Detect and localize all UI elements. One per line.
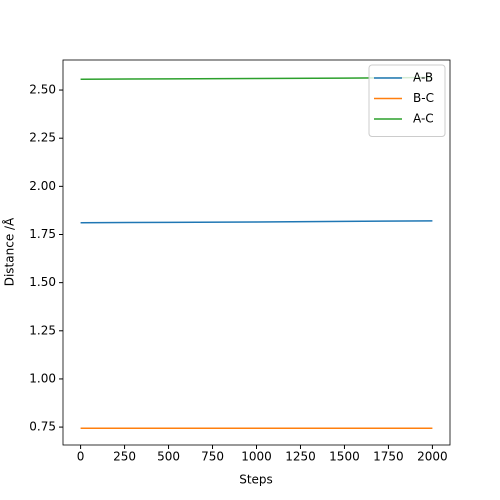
x-tick-label: 250 bbox=[113, 450, 136, 464]
legend-label: A-C bbox=[413, 112, 434, 126]
x-tick-label: 0 bbox=[77, 450, 85, 464]
x-tick-label: 1000 bbox=[241, 450, 272, 464]
y-tick-label: 1.75 bbox=[29, 227, 56, 241]
x-axis-label: Steps bbox=[239, 473, 273, 487]
y-axis-label: Distance /Å bbox=[2, 217, 17, 286]
legend-label: A-B bbox=[413, 71, 433, 85]
x-tick-label: 1250 bbox=[285, 450, 316, 464]
legend-label: B-C bbox=[413, 91, 434, 105]
y-tick-label: 1.50 bbox=[29, 275, 56, 289]
x-tick-label: 750 bbox=[201, 450, 224, 464]
x-tick-label: 1500 bbox=[329, 450, 360, 464]
x-tick-label: 1750 bbox=[373, 450, 404, 464]
y-tick-label: 2.50 bbox=[29, 83, 56, 97]
y-tick-label: 2.25 bbox=[29, 131, 56, 145]
y-tick-label: 1.25 bbox=[29, 323, 56, 337]
y-tick-label: 1.00 bbox=[29, 371, 56, 385]
x-tick-label: 500 bbox=[157, 450, 180, 464]
y-tick-label: 0.75 bbox=[29, 420, 56, 434]
y-tick-label: 2.00 bbox=[29, 179, 56, 193]
series-line bbox=[80, 220, 433, 224]
x-tick-label: 2000 bbox=[417, 450, 448, 464]
plot-frame bbox=[62, 59, 451, 446]
